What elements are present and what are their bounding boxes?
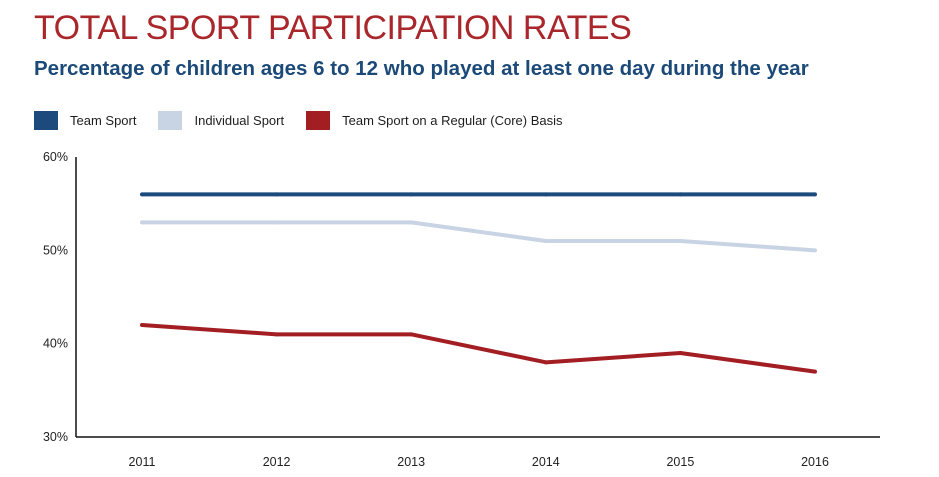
legend-swatch-core-team-sport: [306, 111, 331, 130]
data-point: [409, 220, 414, 225]
data-point: [274, 220, 279, 225]
legend-swatch-team-sport: [34, 111, 58, 130]
data-point: [678, 192, 683, 197]
y-tick-label: 50%: [43, 243, 68, 257]
y-tick-label: 60%: [43, 150, 68, 164]
data-point: [813, 192, 817, 197]
data-point: [813, 369, 817, 374]
x-tick-labels: 2011 2012 2013 2014 2015 2016: [129, 455, 829, 469]
x-tick-label: 2013: [397, 455, 425, 469]
data-point: [543, 360, 548, 365]
legend-item-team-sport: Team Sport: [34, 111, 136, 130]
legend-item-individual-sport: Individual Sport: [158, 111, 284, 130]
data-point: [409, 332, 414, 337]
legend-item-core-team-sport: Team Sport on a Regular (Core) Basis: [306, 111, 562, 130]
y-tick-labels: 30% 40% 50% 60%: [43, 150, 68, 444]
data-point: [678, 351, 683, 355]
data-point: [543, 192, 548, 197]
series-layer: [140, 192, 817, 374]
data-point: [678, 239, 683, 243]
x-tick-label: 2016: [801, 455, 829, 469]
x-tick-label: 2011: [129, 455, 156, 469]
chart-title: TOTAL SPORT PARTICIPATION RATES: [34, 9, 632, 47]
chart-subtitle: Percentage of children ages 6 to 12 who …: [34, 57, 809, 80]
data-point: [274, 192, 279, 197]
series-line-2: [141, 323, 816, 374]
x-tick-label: 2015: [666, 455, 694, 469]
legend-label-team-sport: Team Sport: [70, 113, 137, 128]
y-tick-label: 30%: [43, 430, 68, 444]
data-point: [140, 323, 144, 327]
data-point: [543, 239, 548, 243]
legend-label-core-team-sport: Team Sport on a Regular (Core) Basis: [342, 113, 563, 128]
legend: Team Sport Individual Sport Team Sport o…: [34, 111, 584, 130]
x-tick-label: 2014: [532, 455, 560, 469]
data-point: [813, 248, 817, 253]
legend-swatch-individual-sport: [158, 111, 183, 130]
series-line-1: [142, 220, 816, 253]
x-tick-label: 2012: [263, 455, 291, 469]
data-point: [409, 192, 414, 197]
data-point: [140, 192, 144, 197]
data-point: [274, 332, 279, 337]
data-point: [140, 220, 144, 225]
y-tick-label: 40%: [43, 337, 68, 351]
axis-layer: [75, 157, 880, 438]
legend-label-individual-sport: Individual Sport: [194, 113, 285, 128]
